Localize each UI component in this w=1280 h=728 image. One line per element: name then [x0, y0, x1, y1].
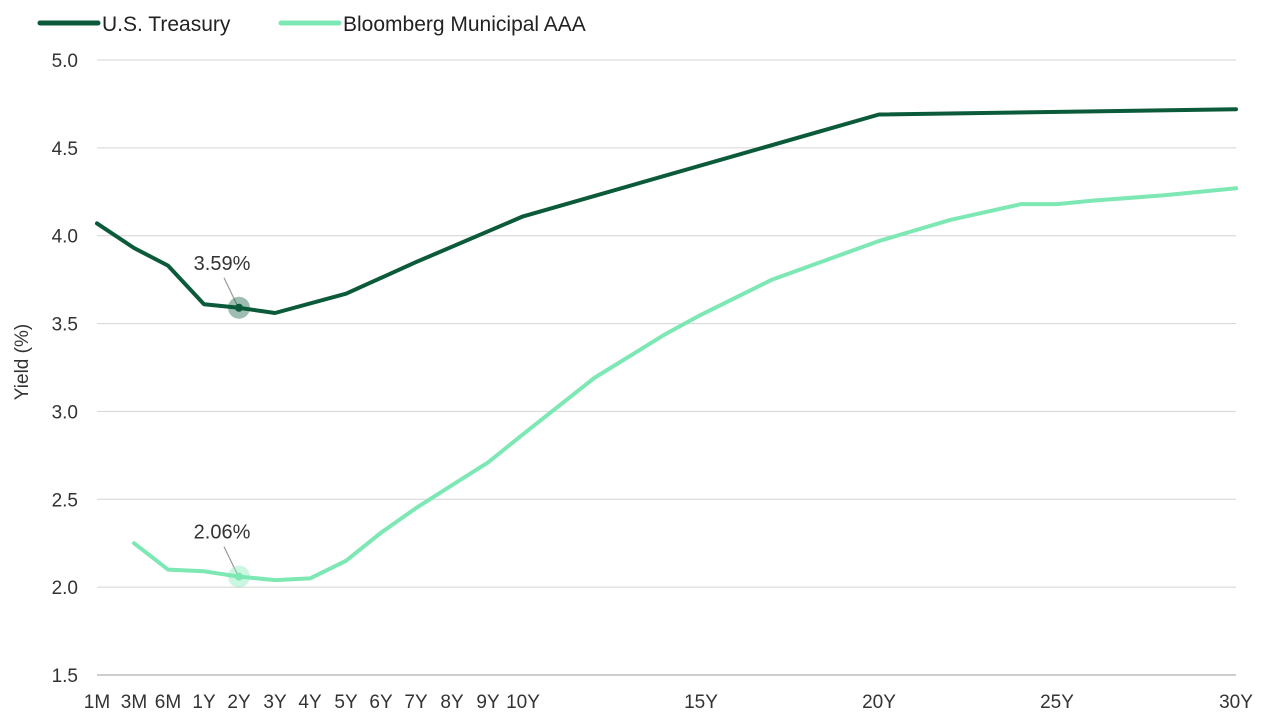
treasury-series-line [95, 107, 1238, 315]
highlight-point [235, 303, 243, 312]
annotation-layer: 3.59% 2.06% [194, 253, 251, 588]
x-tick-label: 8Y [440, 692, 464, 713]
grid-layer [97, 59, 1236, 676]
x-tick-label: 7Y [404, 692, 428, 713]
callout-leader-line [223, 546, 238, 574]
x-tick-label: 6Y [369, 692, 393, 713]
y-tick-label: 3.5 [52, 315, 78, 336]
axis-layer: 1.5 2.0 2.5 3.0 3.5 4.0 4.5 5.0 1M 3M 6M 1Y 2Y 3Y 4Y 5Y… [52, 51, 1254, 713]
y-tick-label: 5.0 [52, 51, 78, 72]
x-tick-label: 6M [155, 692, 181, 713]
x-tick-label: 3Y [263, 692, 287, 713]
legend: U.S. Treasury Bloomberg Municipal AAA [37, 13, 586, 36]
x-tick-label: 10Y [506, 692, 540, 713]
highlight-point [235, 572, 243, 581]
series-layer [95, 107, 1238, 583]
x-tick-label: 20Y [862, 692, 896, 713]
data-label: 3.59% [194, 253, 251, 275]
data-label: 2.06% [194, 522, 251, 544]
muni-series-line [132, 186, 1238, 583]
x-tick-label: 1M [84, 692, 110, 713]
y-axis-label: Yield (%) [12, 324, 33, 400]
callout-leader-line [223, 277, 238, 306]
x-tick-label: 9Y [476, 692, 500, 713]
x-tick-label: 25Y [1040, 692, 1074, 713]
legend-label-muni: Bloomberg Municipal AAA [343, 13, 586, 36]
y-tick-label: 4.5 [52, 139, 78, 160]
x-tick-label: 1Y [192, 692, 216, 713]
x-tick-label: 5Y [334, 692, 358, 713]
x-tick-label: 15Y [684, 692, 718, 713]
x-tick-label: 3M [121, 692, 147, 713]
legend-label-treasury: U.S. Treasury [102, 13, 231, 36]
x-tick-label: 30Y [1219, 692, 1253, 713]
x-tick-label: 2Y [227, 692, 251, 713]
x-tick-label: 4Y [298, 692, 322, 713]
y-tick-label: 4.0 [52, 227, 78, 248]
y-tick-label: 2.5 [52, 490, 78, 511]
y-tick-label: 3.0 [52, 402, 78, 423]
y-tick-label: 2.0 [52, 578, 78, 599]
y-tick-label: 1.5 [52, 666, 78, 687]
